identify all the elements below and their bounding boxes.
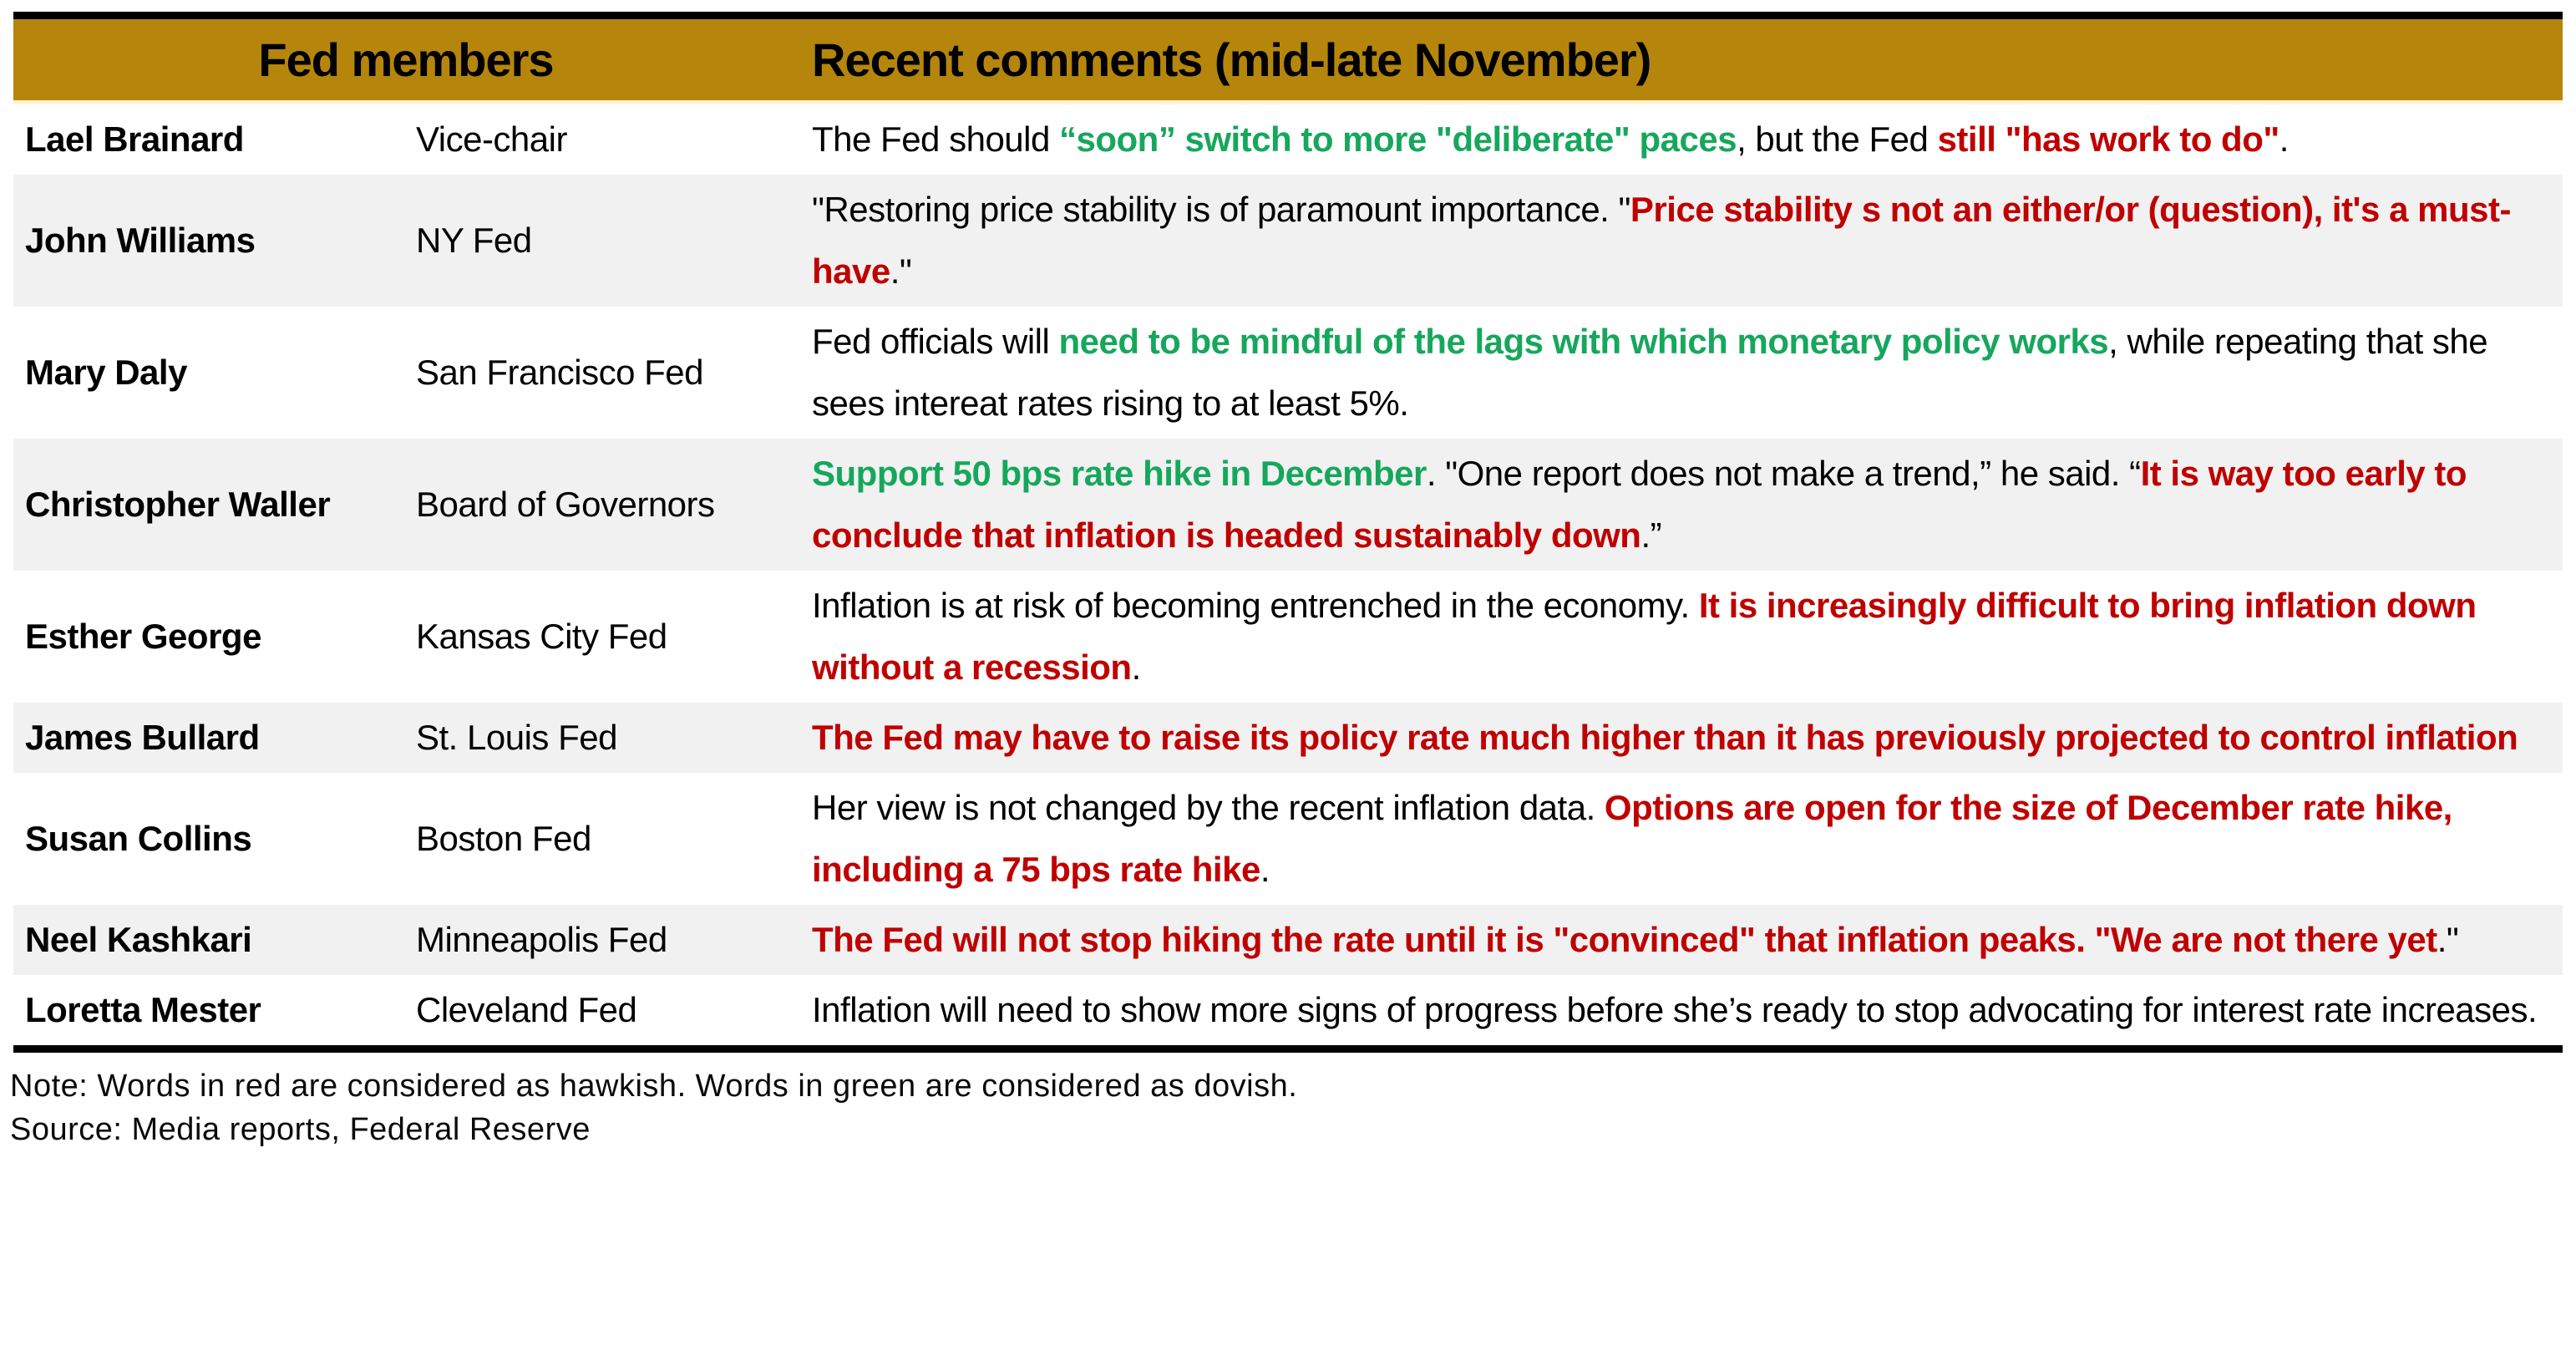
member-title: Kansas City Fed [416, 617, 667, 656]
member-comment: Support 50 bps rate hike in December. "O… [799, 439, 2563, 571]
table-row: Neel Kashkari Minneapolis Fed The Fed will… [13, 905, 2563, 975]
comment-segment-black: ." [2437, 920, 2459, 959]
member-name: John Williams [25, 221, 256, 260]
comment-segment-black: .” [1640, 515, 1662, 555]
member-name: Christopher Waller [25, 485, 331, 524]
member-comment: "Restoring price stability is of paramou… [799, 175, 2563, 307]
table-header-row: Fed members Recent comments (mid-late No… [13, 19, 2563, 104]
member-title: Cleveland Fed [416, 990, 637, 1029]
member-comment: Fed officials will need to be mindful of… [799, 307, 2563, 439]
comment-segment-red: Price stability s not an either/or (ques… [812, 190, 2511, 291]
comment-segment-green: “soon” switch to more "deliberate" paces [1059, 119, 1737, 159]
member-title: NY Fed [416, 221, 532, 260]
member-title: Vice-chair [416, 119, 567, 159]
table-row: Esther George Kansas City Fed Inflation is… [13, 571, 2563, 703]
member-title: San Francisco Fed [416, 353, 704, 392]
comment-segment-black: . [2279, 119, 2289, 159]
table-row: Mary Daly San Francisco Fed Fed officials … [13, 307, 2563, 439]
comment-segment-red: still "has work to do" [1937, 119, 2280, 159]
member-comment: The Fed will not stop hiking the rate un… [799, 905, 2563, 975]
member-title: Minneapolis Fed [416, 920, 667, 959]
table-bottom-rule [13, 1045, 2563, 1053]
comment-segment-red: The Fed will not stop hiking the rate un… [812, 920, 2437, 959]
comment-segment-black: , but the Fed [1737, 119, 1938, 159]
table-row: John Williams NY Fed "Restoring price stab… [13, 175, 2563, 307]
member-name: James Bullard [25, 718, 260, 757]
fed-comments-table: Fed members Recent comments (mid-late No… [13, 12, 2563, 1045]
comment-segment-black: ." [890, 251, 912, 291]
member-name: Lael Brainard [25, 119, 244, 159]
comment-segment-black: . [1260, 850, 1270, 889]
table-row: James Bullard St. Louis Fed The Fed may ha… [13, 703, 2563, 773]
table-top-rule [13, 12, 2563, 19]
comment-segment-black: Fed officials will [812, 322, 1059, 361]
comment-segment-red: It is increasingly difficult to bring in… [812, 586, 2477, 687]
table-footnotes: Note: Words in red are considered as haw… [10, 1064, 2576, 1151]
comment-segment-red: The Fed may have to raise its policy rat… [812, 718, 2518, 757]
comment-segment-black: The Fed should [812, 119, 1060, 159]
comment-segment-black: . "One report does not make a trend,” he… [1426, 454, 2141, 493]
member-comment: Her view is not changed by the recent in… [799, 773, 2563, 905]
comment-segment-black: "Restoring price stability is of paramou… [812, 190, 1630, 229]
member-comment: The Fed may have to raise its policy rat… [799, 703, 2563, 773]
member-name: Esther George [25, 617, 261, 656]
comment-segment-red: Options are open for the size of Decembe… [812, 788, 2452, 889]
comment-segment-black: , while repeating that she sees intereat… [812, 322, 2488, 423]
member-comment: Inflation is at risk of becoming entrenc… [799, 571, 2563, 703]
comment-segment-green: Support 50 bps rate hike in December [812, 454, 1427, 493]
table-row: Lael Brainard Vice-chair The Fed should “s… [13, 104, 2563, 175]
table-row: Loretta Mester Cleveland Fed Inflation wi… [13, 975, 2563, 1045]
member-comment: The Fed should “soon” switch to more "de… [799, 104, 2563, 175]
member-title: St. Louis Fed [416, 718, 617, 757]
member-name: Susan Collins [25, 819, 252, 858]
column-header-fed-members: Fed members [258, 33, 554, 86]
column-header-recent-comments: Recent comments (mid-late November) [812, 33, 1651, 86]
member-comment: Inflation will need to show more signs o… [799, 975, 2563, 1045]
table-row: Susan Collins Boston Fed Her view is not c… [13, 773, 2563, 905]
member-title: Board of Governors [416, 485, 715, 524]
table-rows: Lael Brainard Vice-chair The Fed should “s… [13, 104, 2563, 1045]
comment-segment-black: Inflation is at risk of becoming entrenc… [812, 586, 1699, 625]
comment-segment-black: . [1131, 647, 1142, 687]
member-name: Loretta Mester [25, 990, 261, 1029]
note-line: Note: Words in red are considered as haw… [10, 1069, 1298, 1104]
table-row: Christopher Waller Board of Governors Supp… [13, 439, 2563, 571]
member-name: Neel Kashkari [25, 920, 252, 959]
comment-segment-black: Her view is not changed by the recent in… [812, 788, 1605, 827]
comment-segment-green: need to be mindful of the lags with whic… [1058, 322, 2109, 361]
comment-segment-red: It is way too early to conclude that inf… [812, 454, 2467, 555]
member-title: Boston Fed [416, 819, 591, 858]
source-line: Source: Media reports, Federal Reserve [10, 1112, 591, 1147]
member-name: Mary Daly [25, 353, 187, 392]
comment-segment-black: Inflation will need to show more signs o… [812, 990, 2538, 1029]
